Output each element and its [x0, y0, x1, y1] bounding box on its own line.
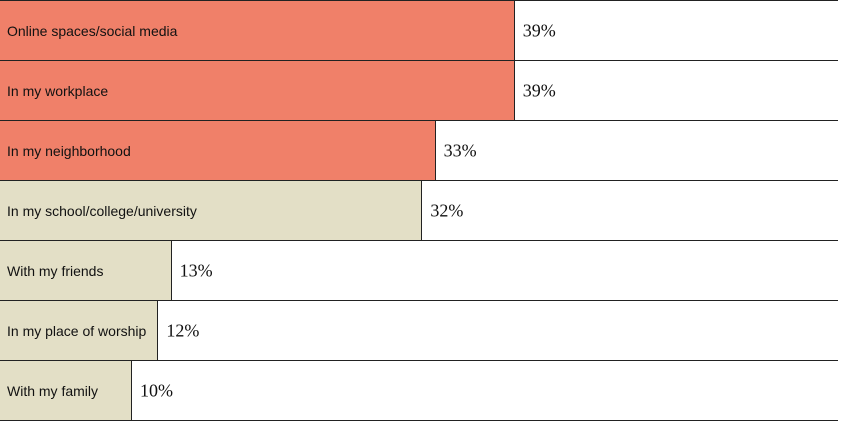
value-label: 10% [140, 380, 173, 400]
value-label: 33% [443, 140, 477, 160]
bar-row: In my neighborhood 33% [0, 121, 838, 181]
bar: Online spaces/social media [0, 1, 515, 60]
category-label: With my family [7, 382, 98, 399]
bar-row: In my school/college/university 32% [0, 181, 838, 241]
category-label: Online spaces/social media [7, 22, 178, 39]
bar: In my place of worship [0, 301, 159, 360]
category-label: With my friends [7, 262, 104, 279]
value-label: 12% [166, 320, 200, 340]
value-label: 13% [179, 260, 213, 280]
category-label: In my school/college/university [7, 202, 197, 219]
bar-row: With my friends 13% [0, 241, 838, 301]
bar: In my neighborhood [0, 121, 436, 180]
bar-row: In my place of worship 12% [0, 301, 838, 361]
value-label: 39% [522, 20, 556, 40]
bar: In my school/college/university [0, 181, 423, 240]
bar-row: Online spaces/social media 39% [0, 1, 838, 61]
value-label: 39% [522, 80, 556, 100]
bar: With my family [0, 361, 132, 420]
bar: With my friends [0, 241, 172, 300]
bar-row: With my family 10% [0, 361, 838, 421]
bar: In my workplace [0, 61, 515, 120]
category-label: In my workplace [7, 82, 109, 99]
category-label: In my place of worship [7, 322, 147, 339]
value-label: 32% [430, 200, 464, 220]
category-label: In my neighborhood [7, 142, 131, 159]
bar-row: In my workplace 39% [0, 61, 838, 121]
